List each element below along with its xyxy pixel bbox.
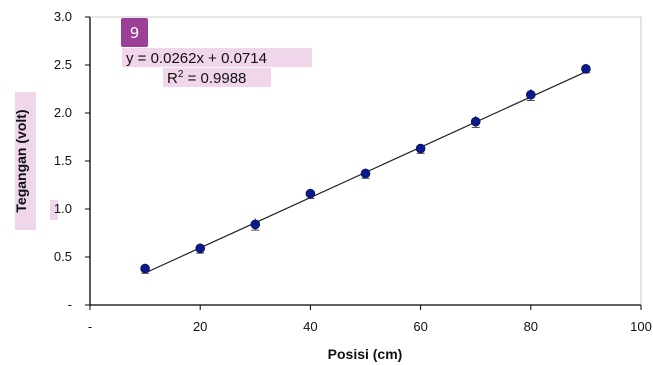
x-tick-label: 100 <box>630 319 652 334</box>
r-squared-highlight <box>163 68 271 87</box>
y-tick-label: 2.0 <box>54 105 72 120</box>
y-axis-title: Tegangan (volt) <box>13 109 29 212</box>
y-axis-title-highlight <box>15 92 36 230</box>
data-point <box>415 143 426 154</box>
annotation-badge <box>121 18 148 47</box>
data-point <box>581 64 591 74</box>
data-point <box>525 89 536 100</box>
y-tick-label: 2.5 <box>54 57 72 72</box>
r-squared-exponent: 2 <box>178 69 184 80</box>
equation-highlight <box>122 48 312 67</box>
x-axis-ticks: - 20 40 60 80 100 <box>88 305 652 334</box>
data-point <box>195 243 205 254</box>
r-squared-label: R2 = 0.9988 <box>167 69 246 87</box>
y-axis-ticks: - 0.5 1.0 1.5 2.0 2.5 3.0 <box>54 9 90 312</box>
y-tick-label: 1.5 <box>54 153 72 168</box>
x-tick-label: 60 <box>413 319 427 334</box>
y-tick-label: - <box>68 297 72 312</box>
data-point <box>305 188 316 199</box>
x-tick-label: - <box>88 319 92 334</box>
annotation-badge-label: 9 <box>130 24 140 42</box>
r-squared-value: = 0.9988 <box>183 70 246 87</box>
y-tick-label: 0.5 <box>54 249 72 264</box>
y-tick-highlight <box>50 200 58 220</box>
x-tick-label: 40 <box>303 319 317 334</box>
data-point <box>360 168 371 179</box>
data-point <box>470 116 481 127</box>
x-axis-title: Posisi (cm) <box>328 346 403 362</box>
data-points <box>140 64 591 274</box>
x-tick-label: 80 <box>524 319 538 334</box>
trendline-equation: y = 0.0262x + 0.0714 <box>126 50 267 67</box>
data-point <box>140 263 150 274</box>
x-tick-label: 20 <box>193 319 207 334</box>
r-squared-r: R <box>167 70 178 87</box>
data-point <box>250 219 261 230</box>
y-tick-label: 1.0 <box>54 201 72 216</box>
y-tick-label: 3.0 <box>54 9 72 24</box>
